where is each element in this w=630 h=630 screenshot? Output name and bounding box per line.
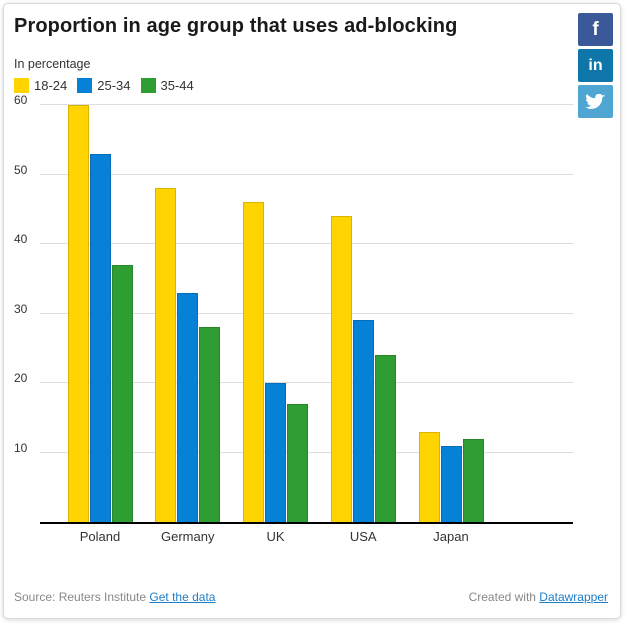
legend-item-18-24: 18-24	[14, 78, 67, 93]
legend-label-25-34: 25-34	[97, 78, 131, 93]
x-axis-label-usa: USA	[349, 529, 377, 544]
x-axis-label-uk: UK	[266, 529, 285, 544]
legend-item-35-44: 35-44	[140, 78, 194, 93]
bar-uk-25-34[interactable]	[265, 383, 286, 522]
gridline-40	[40, 243, 573, 244]
bar-poland-18-24[interactable]	[67, 105, 89, 522]
bar-poland-25-34[interactable]	[89, 153, 111, 522]
bar-usa-18-24[interactable]	[330, 216, 352, 522]
bar-germany-18-24[interactable]	[155, 188, 177, 522]
gridline-20	[40, 382, 573, 383]
gridline-60	[40, 104, 573, 105]
footer: Source: Reuters Institute Get the data C…	[14, 590, 608, 604]
chart-title: Proportion in age group that uses ad-blo…	[14, 15, 458, 37]
bar-poland-35-44[interactable]	[111, 264, 133, 522]
linkedin-icon: in	[588, 56, 603, 74]
gridline-30	[40, 312, 573, 314]
chart-legend: 18-24 25-34 35-44	[14, 78, 194, 93]
x-axis-baseline	[40, 522, 573, 524]
legend-label-18-24: 18-24	[34, 78, 68, 93]
y-tick-label-50: 50	[14, 162, 28, 177]
bar-japan-35-44[interactable]	[462, 438, 484, 522]
x-axis-label-poland: Poland	[79, 529, 121, 544]
bar-group-japan	[418, 431, 484, 522]
share-buttons: f in	[578, 13, 613, 121]
y-tick-label-20: 20	[14, 371, 28, 385]
bar-group-uk	[243, 202, 308, 522]
y-tick-label-60: 60	[14, 93, 28, 107]
legend-swatch-25-34	[77, 78, 93, 93]
chart-subtitle: In percentage	[14, 57, 91, 71]
gridline-50	[40, 173, 573, 175]
legend-swatch-35-44	[140, 78, 156, 93]
bar-germany-25-34[interactable]	[177, 292, 199, 522]
created-prefix: Created with	[468, 590, 540, 604]
source-note: Source: Reuters Institute Get the data	[14, 590, 215, 604]
bar-uk-35-44[interactable]	[287, 403, 308, 522]
bar-usa-25-34[interactable]	[352, 320, 374, 522]
source-prefix: Source: Reuters Institute	[14, 590, 150, 604]
bar-usa-35-44[interactable]	[374, 355, 396, 522]
bar-japan-25-34[interactable]	[440, 445, 462, 522]
facebook-icon: f	[592, 18, 599, 40]
bar-group-usa	[330, 216, 396, 522]
x-axis-label-germany: Germany	[161, 529, 215, 544]
linkedin-share-button[interactable]: in	[578, 49, 613, 82]
bar-germany-35-44[interactable]	[199, 327, 221, 522]
y-tick-label-40: 40	[14, 232, 28, 246]
legend-item-25-34: 25-34	[77, 78, 131, 93]
legend-label-35-44: 35-44	[160, 78, 194, 93]
legend-swatch-18-24	[14, 78, 29, 93]
created-with-note: Created with Datawrapper	[469, 590, 608, 604]
datawrapper-link[interactable]: Datawrapper	[539, 590, 608, 604]
bar-uk-18-24[interactable]	[243, 202, 264, 522]
get-the-data-link[interactable]: Get the data	[149, 590, 216, 604]
bar-group-poland	[67, 105, 133, 522]
bar-japan-18-24[interactable]	[418, 431, 440, 522]
y-tick-label-30: 30	[14, 301, 28, 316]
twitter-share-button[interactable]	[578, 85, 613, 118]
facebook-share-button[interactable]: f	[578, 13, 613, 46]
y-tick-label-10: 10	[14, 440, 28, 455]
chart-card: Proportion in age group that uses ad-blo…	[3, 3, 621, 619]
twitter-icon	[586, 93, 605, 109]
plot-area: 10 20 30 40 50 60 Poland Germany UK USA Japan	[14, 93, 573, 544]
x-axis-label-japan: Japan	[433, 529, 469, 544]
bar-group-germany	[155, 188, 221, 522]
